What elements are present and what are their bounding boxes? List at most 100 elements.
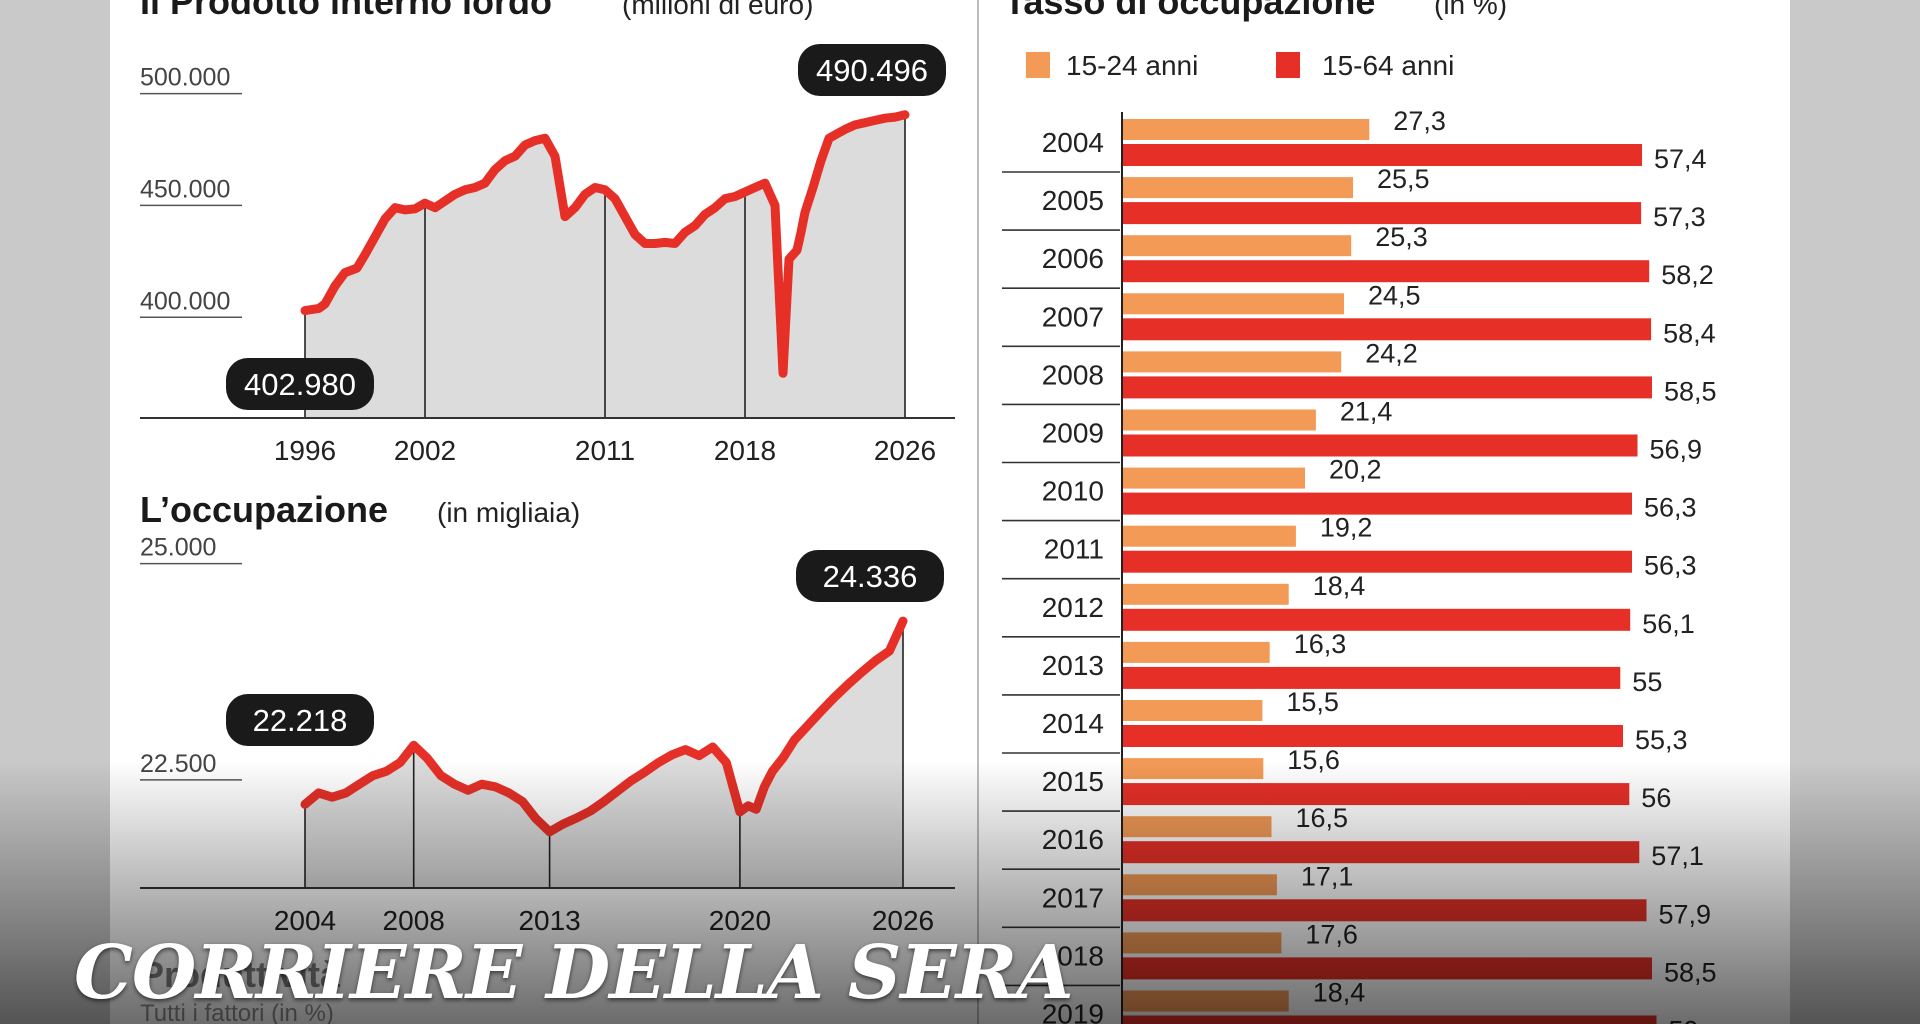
value-label-15-64: 59 — [1669, 1016, 1699, 1024]
value-label-15-64: 55,3 — [1635, 725, 1688, 755]
rate-title: Tasso di occupazione — [1004, 0, 1375, 22]
bar-15-24 — [1122, 525, 1296, 547]
value-label-15-24: 19,2 — [1320, 513, 1373, 543]
bar-15-64 — [1122, 318, 1652, 341]
employment-end-pill: 24.336 — [796, 550, 944, 602]
value-label-15-64: 57,4 — [1654, 144, 1707, 174]
x-tick-label: 2026 — [874, 435, 936, 466]
bar-15-64 — [1122, 725, 1623, 747]
gdp-start-pill: 402.980 — [226, 358, 374, 410]
bar-15-24 — [1122, 351, 1342, 373]
value-label-15-24: 17,6 — [1305, 919, 1358, 949]
value-label-15-64: 56,3 — [1644, 551, 1697, 581]
bar-15-24 — [1122, 758, 1264, 780]
bar-15-24 — [1122, 119, 1370, 140]
bar-15-64 — [1122, 434, 1638, 457]
year-label: 2010 — [1042, 476, 1104, 507]
year-label: 2014 — [1042, 708, 1104, 739]
bar-15-64 — [1122, 841, 1640, 864]
bar-15-64 — [1122, 550, 1632, 573]
year-label: 2008 — [1042, 359, 1104, 390]
value-label-15-24: 25,3 — [1375, 222, 1428, 252]
value-label-15-64: 56 — [1641, 783, 1671, 813]
bar-15-24 — [1122, 932, 1282, 954]
value-label-15-64: 57,3 — [1653, 202, 1706, 232]
value-label-15-24: 20,2 — [1329, 455, 1382, 485]
gdp-end-label: 490.496 — [816, 53, 928, 88]
year-label: 2012 — [1042, 592, 1104, 623]
value-label-15-64: 56,3 — [1644, 493, 1697, 523]
bar-15-64 — [1122, 783, 1630, 806]
y-tick-label: 25.000 — [140, 534, 216, 562]
value-label-15-64: 56,9 — [1650, 435, 1703, 465]
year-label: 2015 — [1042, 766, 1104, 797]
bar-15-24 — [1122, 990, 1289, 1012]
value-label-15-24: 15,5 — [1286, 687, 1339, 717]
bar-15-64 — [1122, 492, 1632, 515]
panel-divider — [977, 0, 979, 1024]
bar-15-64 — [1122, 666, 1621, 689]
value-label-15-24: 21,4 — [1340, 397, 1393, 427]
value-label-15-64: 57,1 — [1651, 841, 1704, 871]
year-label: 2011 — [1044, 534, 1104, 565]
bar-15-24 — [1122, 700, 1263, 721]
bar-15-64 — [1122, 608, 1631, 631]
bar-15-64 — [1122, 957, 1652, 980]
gdp-title: Il Prodotto interno lordo — [140, 0, 552, 22]
value-label-15-24: 18,4 — [1313, 978, 1366, 1008]
year-label: 2017 — [1042, 882, 1104, 913]
value-label-15-24: 27,3 — [1393, 106, 1446, 136]
employment-start-pill: 22.218 — [226, 694, 374, 746]
gdp-end-pill: 490.496 — [798, 44, 946, 96]
value-label-15-64: 58,5 — [1664, 376, 1717, 406]
bar-15-24 — [1122, 874, 1277, 896]
y-tick-label: 500.000 — [140, 64, 230, 92]
value-label-15-24: 24,5 — [1368, 280, 1421, 310]
bar-15-64 — [1122, 899, 1647, 922]
year-label: 2005 — [1042, 185, 1104, 216]
employment-start-label: 22.218 — [253, 703, 348, 738]
legend-swatch-15-64 — [1276, 52, 1300, 78]
gdp-start-label: 402.980 — [244, 367, 356, 402]
bar-15-64 — [1122, 376, 1652, 399]
year-label: 2016 — [1042, 824, 1104, 855]
year-label: 2013 — [1042, 650, 1104, 681]
rate-subtitle: (in %) — [1434, 0, 1507, 20]
corriere-logo: CORRIERE DELLA SERA — [74, 930, 1074, 1016]
bar-15-24 — [1122, 177, 1353, 199]
value-label-15-24: 17,1 — [1301, 861, 1354, 891]
value-label-15-64: 55 — [1632, 667, 1662, 697]
value-label-15-24: 16,5 — [1296, 803, 1349, 833]
year-label: 2006 — [1042, 243, 1104, 274]
value-label-15-24: 24,2 — [1365, 338, 1418, 368]
legend: 15-24 anni 15-64 anni — [1026, 50, 1454, 81]
employment-end-label: 24.336 — [823, 559, 918, 594]
value-label-15-24: 18,4 — [1313, 571, 1366, 601]
value-label-15-64: 57,9 — [1659, 899, 1712, 929]
value-label-15-64: 56,1 — [1642, 609, 1695, 639]
value-label-15-24: 15,6 — [1287, 745, 1340, 775]
bar-15-24 — [1122, 467, 1305, 489]
x-tick-label: 1996 — [274, 435, 336, 466]
bar-15-64 — [1122, 1015, 1657, 1024]
value-label-15-64: 58,4 — [1663, 318, 1716, 348]
year-label: 2004 — [1042, 127, 1104, 158]
year-label: 2009 — [1042, 418, 1104, 449]
y-tick-label: 400.000 — [140, 287, 230, 315]
bar-15-24 — [1122, 293, 1344, 315]
employment-subtitle: (in migliaia) — [437, 497, 580, 528]
value-label-15-64: 58,5 — [1664, 957, 1717, 987]
x-tick-label: 2018 — [714, 435, 776, 466]
value-label-15-64: 58,2 — [1661, 260, 1714, 290]
gdp-subtitle: (milioni di euro) — [622, 0, 813, 20]
y-tick-label: 450.000 — [140, 175, 230, 203]
year-label: 2007 — [1042, 301, 1104, 332]
value-label-15-24: 25,5 — [1377, 164, 1430, 194]
legend-label-15-24: 15-24 anni — [1066, 50, 1198, 81]
x-tick-label: 2011 — [575, 435, 635, 466]
bar-15-64 — [1122, 202, 1642, 225]
bar-15-64 — [1122, 260, 1650, 283]
